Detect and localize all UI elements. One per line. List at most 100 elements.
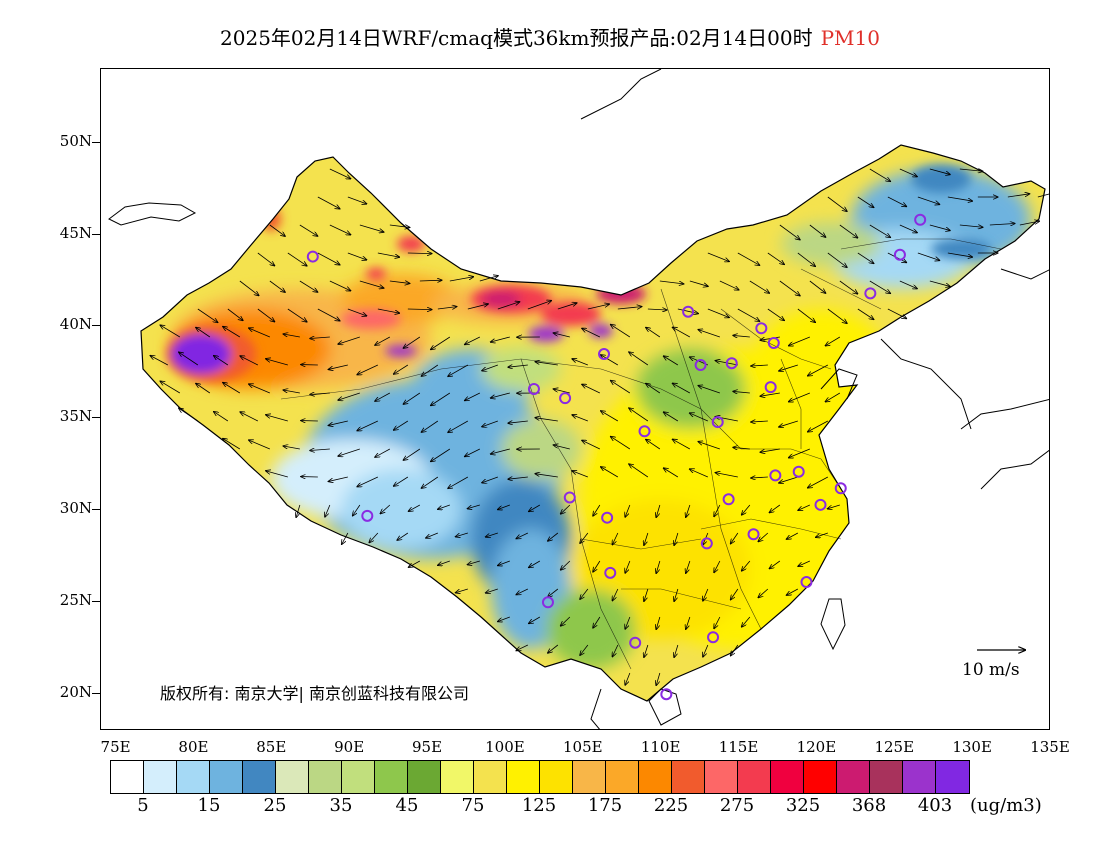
wind-arrow <box>611 325 631 338</box>
wind-arrow <box>779 364 798 371</box>
colorbar-swatch <box>474 761 507 793</box>
wind-arrow <box>347 308 367 316</box>
wind-arrow <box>375 448 391 457</box>
city-marker <box>722 493 735 506</box>
wind-arrow <box>465 336 481 344</box>
wind-arrow <box>377 308 399 313</box>
wind-arrow <box>516 644 529 651</box>
wind-arrow <box>535 362 558 366</box>
wind-arrow <box>508 477 528 479</box>
wind-arrow <box>497 302 520 310</box>
wind-arrow <box>426 532 439 538</box>
wind-arrow <box>498 560 510 565</box>
wind-arrow <box>731 644 739 656</box>
wind-arrow <box>827 196 847 211</box>
wind-arrow <box>508 421 528 423</box>
wind-arrow <box>673 383 691 394</box>
wind-arrow <box>625 504 631 517</box>
colorbar-swatch <box>606 761 639 793</box>
wind-arrow <box>239 280 259 296</box>
colorbar-swatch <box>177 761 210 793</box>
wind-arrow <box>448 420 469 432</box>
wind-arrow <box>733 335 750 337</box>
colorbar-swatch <box>144 761 177 793</box>
wind-arrow <box>353 504 361 516</box>
wind-arrow <box>809 280 826 293</box>
wind-arrow <box>742 616 751 627</box>
wind-arrow <box>646 384 661 394</box>
lat-tick <box>92 693 100 695</box>
wind-arrow <box>612 588 619 601</box>
wind-arrow <box>733 447 750 449</box>
colorbar-label: 15 <box>197 795 221 816</box>
colorbar-swatch <box>507 761 540 793</box>
wind-arrow <box>347 252 367 260</box>
wind-arrow <box>223 383 241 394</box>
wind-arrow <box>929 168 950 174</box>
city-marker <box>725 357 738 370</box>
wind-arrow <box>448 476 469 488</box>
city-marker <box>755 322 768 335</box>
wind-arrow <box>789 392 811 402</box>
colorbar-swatch <box>837 761 870 793</box>
wind-arrow <box>283 334 300 338</box>
wind-arrow <box>703 644 709 657</box>
wind-arrow <box>266 471 288 478</box>
wind-arrow <box>664 412 679 422</box>
wind-arrow <box>299 224 318 236</box>
wind-arrow <box>959 225 983 227</box>
wind-arrow <box>656 560 661 573</box>
lon-label: 85E <box>256 738 287 756</box>
wind-arrow <box>482 476 498 483</box>
wind-arrow <box>742 504 751 515</box>
wind-arrow <box>407 309 432 310</box>
wind-arrow <box>707 308 729 317</box>
wind-arrow <box>310 393 330 395</box>
wind-arrow <box>674 588 679 601</box>
colorbar-swatch <box>672 761 705 793</box>
wind-arrow <box>731 532 739 544</box>
colorbar-label: 25 <box>263 795 287 816</box>
city-marker <box>361 509 374 522</box>
wind-arrow <box>582 440 601 450</box>
wind-arrow <box>887 308 907 318</box>
colorbar-swatch <box>903 761 936 793</box>
wind-arrow <box>266 415 288 422</box>
wind-arrow <box>601 411 619 422</box>
pm10-map <box>101 69 1049 729</box>
wind-arrow <box>431 336 451 349</box>
city-marker <box>629 636 642 649</box>
colorbar-swatch <box>936 761 969 793</box>
lat-label: 35N <box>59 407 92 426</box>
wind-arrow <box>553 389 570 394</box>
wind-arrow <box>287 308 307 322</box>
colorbar-swatch <box>309 761 342 793</box>
wind-arrow <box>869 280 890 293</box>
wind-arrow <box>223 439 241 450</box>
wind-arrow <box>959 169 983 171</box>
wind-arrow <box>593 504 601 516</box>
wind-arrow <box>828 504 840 509</box>
lon-label: 115E <box>718 738 759 756</box>
wind-arrow <box>947 196 973 201</box>
colorbar-label: 325 <box>785 795 821 816</box>
city-marker <box>638 425 651 438</box>
wind-arrow <box>698 330 720 338</box>
wind-arrow <box>394 364 409 374</box>
wind-reference-label: 10 m/s <box>962 660 1020 680</box>
wind-arrow <box>857 308 874 319</box>
lat-tick <box>92 509 100 511</box>
city-marker <box>563 491 576 504</box>
wind-arrow <box>869 224 890 237</box>
colorbar-unit: (ug/m3) <box>970 795 1042 816</box>
wind-arrow <box>625 560 631 573</box>
city-marker <box>306 250 319 263</box>
wind-arrow <box>310 449 330 451</box>
wind-arrow <box>179 408 199 422</box>
city-marker <box>893 248 906 261</box>
colorbar-swatch <box>771 761 804 793</box>
city-marker <box>601 511 614 524</box>
title-main: 2025年02月14日WRF/cmaq模式36km预报产品:02月14日00时 <box>220 26 813 50</box>
wind-arrow <box>587 304 609 310</box>
wind-arrow <box>329 280 351 291</box>
